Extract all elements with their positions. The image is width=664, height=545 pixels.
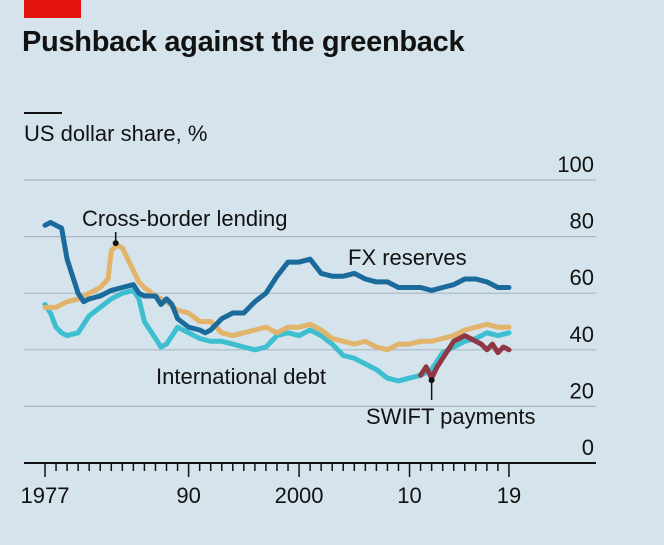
- y-tick-labels: 0 20 40 60 80 100: [557, 152, 594, 460]
- series-lines: [42, 220, 512, 384]
- subtitle-rule: [24, 112, 62, 114]
- annotation-fx-reserves: FX reserves: [348, 245, 467, 270]
- annotation-swift-payments: SWIFT payments: [366, 404, 536, 429]
- y-tick-label-60: 60: [570, 265, 594, 290]
- series-line-fx-reserves: [42, 220, 512, 336]
- x-tick-label-90: 90: [176, 483, 200, 508]
- annotation-international-debt: International debt: [156, 364, 326, 389]
- y-tick-label-100: 100: [557, 152, 594, 177]
- x-tick-label-1977: 1977: [21, 483, 70, 508]
- x-tick-label-10: 10: [397, 483, 421, 508]
- chart-title: Pushback against the greenback: [22, 26, 465, 58]
- series-line-cross-border-lending: [42, 242, 512, 353]
- y-tick-label-20: 20: [570, 378, 594, 403]
- annotation-cross-border-lending: Cross-border lending: [82, 206, 287, 231]
- y-tick-label-80: 80: [570, 209, 594, 234]
- x-tick-label-19: 19: [497, 483, 521, 508]
- lending-leader-dot: [112, 240, 119, 247]
- annotations: Cross-border lending FX reserves Internati…: [82, 206, 536, 429]
- y-tick-label-40: 40: [570, 322, 594, 347]
- x-tick-label-2000: 2000: [275, 483, 324, 508]
- x-axis: 1977 90 2000 10 19: [21, 462, 596, 508]
- y-tick-label-0: 0: [582, 435, 594, 460]
- chart-subtitle: US dollar share, %: [24, 121, 208, 146]
- series-line-swift-payments: [418, 333, 512, 381]
- swift-leader-dot: [428, 377, 435, 384]
- brand-tag: [24, 0, 81, 18]
